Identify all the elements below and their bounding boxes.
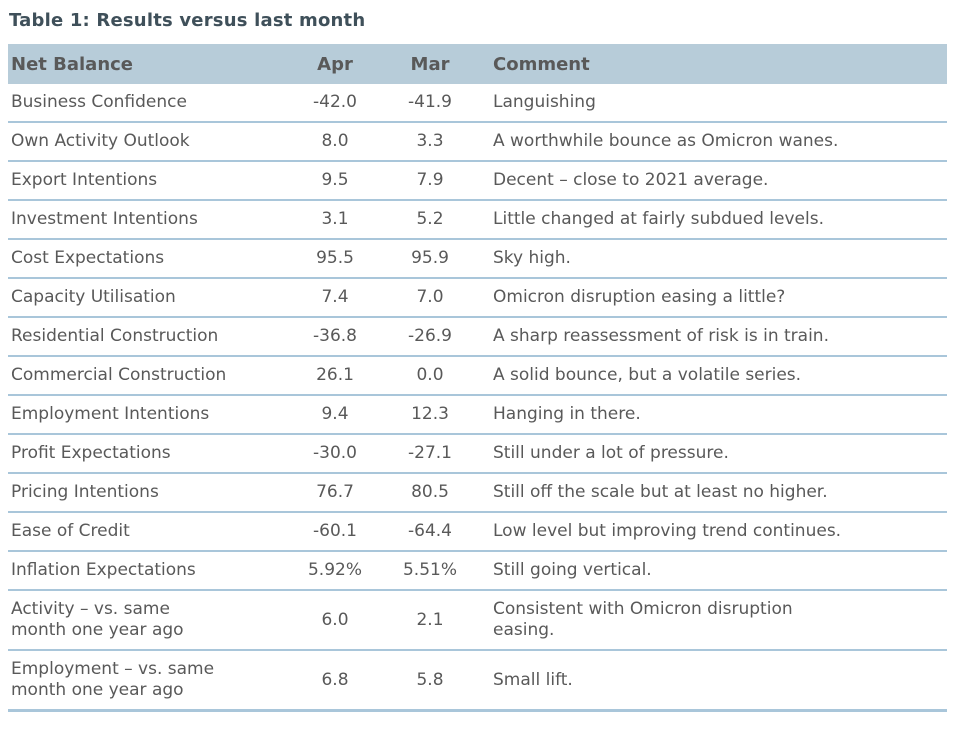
cell-net-balance: Cost Expectations	[8, 238, 285, 278]
table-row: Residential Construction -36.8 -26.9 A shar…	[8, 316, 947, 356]
cell-comment: Hanging in there.	[475, 394, 947, 434]
table-row: Pricing Intentions 76.7 80.5 Still off the …	[8, 472, 947, 512]
cell-mar: 7.9	[385, 160, 475, 200]
table-row: Own Activity Outlook 8.0 3.3 A worthwhile b…	[8, 121, 947, 161]
table-row: Employment Intentions 9.4 12.3 Hanging in t…	[8, 394, 947, 434]
cell-net-balance: Investment Intentions	[8, 199, 285, 239]
cell-net-balance: Inflation Expectations	[8, 550, 285, 590]
cell-apr: 8.0	[285, 121, 385, 161]
cell-net-balance: Ease of Credit	[8, 511, 285, 551]
cell-net-balance: Pricing Intentions	[8, 472, 285, 512]
cell-apr: 5.92%	[285, 550, 385, 590]
header-apr: Apr	[285, 44, 385, 84]
cell-apr: -30.0	[285, 433, 385, 473]
cell-apr: 9.5	[285, 160, 385, 200]
cell-apr: 95.5	[285, 238, 385, 278]
cell-mar: 0.0	[385, 355, 475, 395]
table-row: Investment Intentions 3.1 5.2 Little change…	[8, 199, 947, 239]
cell-net-balance: Employment Intentions	[8, 394, 285, 434]
cell-mar: 2.1	[385, 589, 475, 650]
cell-mar: 5.8	[385, 649, 475, 711]
cell-mar: 80.5	[385, 472, 475, 512]
cell-net-balance: Capacity Utilisation	[8, 277, 285, 317]
cell-mar: -27.1	[385, 433, 475, 473]
header-comment: Comment	[475, 44, 947, 84]
cell-apr: -60.1	[285, 511, 385, 551]
header-mar: Mar	[385, 44, 475, 84]
cell-apr: 6.8	[285, 649, 385, 711]
cell-net-balance: Business Confidence	[11, 92, 187, 112]
cell-apr: 7.4	[285, 277, 385, 317]
table-row: Inflation Expectations 5.92% 5.51% Still go…	[8, 550, 947, 590]
cell-net-balance: Employment – vs. same month one year ago	[8, 649, 285, 711]
cell-comment: A sharp reassessment of risk is in train…	[475, 316, 947, 356]
cell-apr: 6.0	[285, 589, 385, 650]
table-row: Employment – vs. same month one year ago…	[8, 649, 947, 711]
results-table: Net Balance Apr Mar Comment Business Con…	[8, 44, 947, 712]
cell-comment: Sky high.	[475, 238, 947, 278]
cell-net-balance: Activity – vs. same month one year ago	[8, 589, 285, 650]
header-net-balance: Net Balance	[8, 44, 285, 84]
cell-apr: 76.7	[285, 472, 385, 512]
cell-mar: 95.9	[385, 238, 475, 278]
table-row: Business Confidence -42.0 -41.9 Languishing	[8, 84, 947, 122]
cell-mar: -41.9	[408, 92, 452, 112]
cell-comment: Still off the scale but at least no high…	[475, 472, 947, 512]
cell-net-balance: Export Intentions	[8, 160, 285, 200]
cell-apr: 9.4	[285, 394, 385, 434]
table-row: Capacity Utilisation 7.4 7.0 Omicron disrup…	[8, 277, 947, 317]
table-body: Business Confidence -42.0 -41.9 Languishing…	[8, 84, 947, 711]
header-row: Net Balance Apr Mar Comment	[8, 44, 947, 84]
table-row: Export Intentions 9.5 7.9 Decent – close to…	[8, 160, 947, 200]
cell-comment: Still going vertical.	[475, 550, 947, 590]
cell-mar: 7.0	[385, 277, 475, 317]
table-title: Table 1: Results versus last month	[9, 10, 366, 31]
cell-mar: 5.51%	[385, 550, 475, 590]
cell-comment: Consistent with Omicron disruption easin…	[475, 589, 947, 650]
cell-apr: 26.1	[285, 355, 385, 395]
cell-mar: -26.9	[385, 316, 475, 356]
cell-comment: Little changed at fairly subdued levels.	[475, 199, 947, 239]
cell-comment: Languishing	[493, 92, 596, 112]
cell-net-balance: Profit Expectations	[8, 433, 285, 473]
cell-mar: -64.4	[385, 511, 475, 551]
table-row: Cost Expectations 95.5 95.9 Sky high.	[8, 238, 947, 278]
cell-comment: Decent – close to 2021 average.	[475, 160, 947, 200]
table-row: Commercial Construction 26.1 0.0 A solid bo…	[8, 355, 947, 395]
cell-comment: Small lift.	[475, 649, 947, 711]
cell-comment: Omicron disruption easing a little?	[475, 277, 947, 317]
cell-apr: -36.8	[285, 316, 385, 356]
table-row: Profit Expectations -30.0 -27.1 Still under…	[8, 433, 947, 473]
cell-mar: 5.2	[385, 199, 475, 239]
cell-comment: A solid bounce, but a volatile series.	[475, 355, 947, 395]
cell-net-balance: Own Activity Outlook	[8, 121, 285, 161]
cell-comment: Still under a lot of pressure.	[475, 433, 947, 473]
cell-net-balance: Commercial Construction	[8, 355, 285, 395]
cell-mar: 12.3	[385, 394, 475, 434]
cell-apr: 3.1	[285, 199, 385, 239]
cell-comment: Low level but improving trend continues.	[475, 511, 947, 551]
table-row: Ease of Credit -60.1 -64.4 Low level but im…	[8, 511, 947, 551]
cell-net-balance: Residential Construction	[8, 316, 285, 356]
cell-mar: 3.3	[385, 121, 475, 161]
cell-comment: A worthwhile bounce as Omicron wanes.	[475, 121, 947, 161]
cell-apr: -42.0	[313, 92, 357, 112]
table-row: Activity – vs. same month one year ago 6.…	[8, 589, 947, 650]
